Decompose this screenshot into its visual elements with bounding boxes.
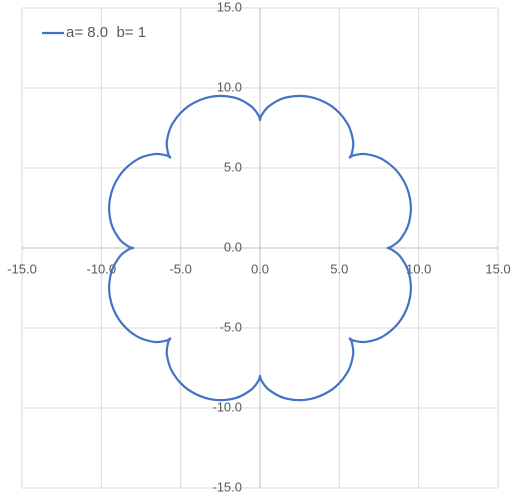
y-tick-label: 0.0	[224, 239, 242, 254]
x-tick-label: -5.0	[169, 261, 191, 276]
x-tick-label: -10.0	[87, 261, 117, 276]
y-tick-label: -5.0	[220, 319, 242, 334]
y-tick-label: 15.0	[217, 0, 242, 14]
series-line	[108, 94, 412, 402]
x-tick-label: 0.0	[251, 261, 269, 276]
legend-text: a= 8.0 b= 1	[66, 24, 146, 41]
x-tick-label: 5.0	[330, 261, 348, 276]
x-tick-label: -15.0	[7, 261, 37, 276]
y-tick-label: -15.0	[212, 479, 242, 494]
y-tick-label: -10.0	[212, 399, 242, 414]
x-tick-label: 15.0	[485, 261, 510, 276]
y-tick-label: 5.0	[224, 159, 242, 174]
x-tick-label: 10.0	[406, 261, 431, 276]
y-tick-label: 10.0	[217, 79, 242, 94]
